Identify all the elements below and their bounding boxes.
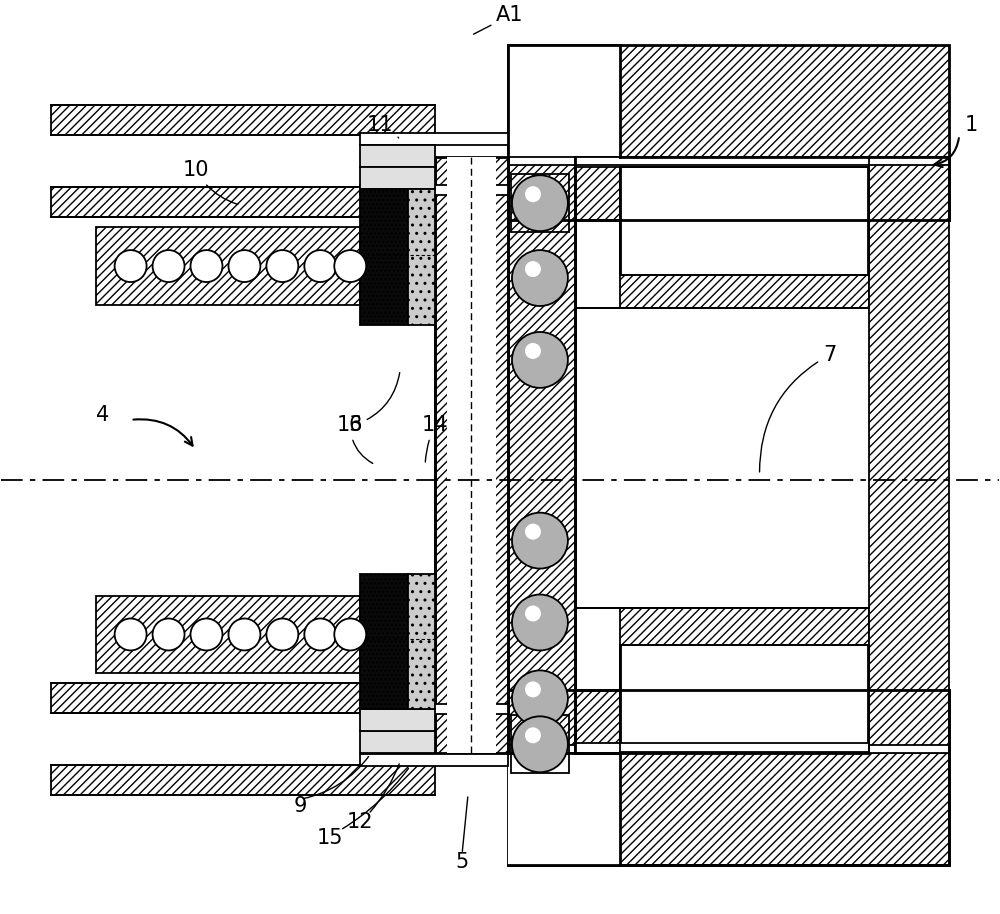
Circle shape [304,250,336,282]
Bar [511,716,569,773]
Circle shape [525,343,541,359]
Text: 10: 10 [182,160,238,205]
Bar [511,175,569,232]
Bar [360,167,435,189]
Circle shape [115,619,147,651]
Circle shape [525,682,541,697]
Circle shape [115,250,147,282]
Bar [508,753,620,865]
Circle shape [304,619,336,651]
Circle shape [334,250,366,282]
Circle shape [266,619,298,651]
Bar [360,574,408,709]
Bar [447,157,496,753]
Text: 4: 4 [96,405,109,425]
Circle shape [525,605,541,622]
Text: 11: 11 [367,115,399,138]
Bar [575,743,869,753]
Bar [575,157,869,167]
Circle shape [191,250,222,282]
Bar [96,228,360,305]
Bar [360,145,435,167]
Bar [508,157,949,165]
Bar [360,705,508,715]
Text: 13: 13 [337,415,373,463]
Bar [360,754,508,766]
Text: 1: 1 [964,115,977,135]
Circle shape [512,175,568,231]
Circle shape [512,250,568,306]
Bar [408,189,435,325]
Bar [621,167,868,275]
Circle shape [153,250,185,282]
FancyArrowPatch shape [133,420,193,446]
Bar [620,608,869,753]
Circle shape [228,250,260,282]
Bar [360,709,435,731]
Circle shape [512,513,568,569]
Bar [869,157,949,753]
Bar [508,690,949,865]
Circle shape [525,186,541,202]
FancyArrowPatch shape [934,138,959,167]
Text: 9: 9 [294,796,307,816]
Bar [51,187,435,218]
Bar [620,165,869,308]
Text: 12: 12 [347,813,373,832]
Circle shape [525,524,541,539]
Circle shape [525,728,541,743]
Circle shape [525,261,541,277]
Text: 15: 15 [317,828,344,848]
Bar [96,596,360,674]
Text: A1: A1 [474,5,524,34]
Text: 7: 7 [760,345,836,472]
Text: 6: 6 [349,373,400,435]
Bar [508,157,575,753]
Circle shape [334,619,366,651]
Bar [435,157,508,753]
Text: 14: 14 [422,415,448,462]
Bar [508,46,620,157]
Bar [508,745,949,753]
Bar [360,731,435,753]
Bar [360,133,508,145]
Circle shape [266,250,298,282]
Circle shape [512,717,568,772]
Circle shape [228,619,260,651]
Bar [508,46,949,220]
Bar [360,189,408,325]
Circle shape [512,594,568,651]
Bar [360,186,508,196]
Text: 5: 5 [455,852,469,872]
Bar [408,574,435,709]
Bar [621,645,868,753]
Bar [51,105,435,135]
Circle shape [512,670,568,727]
Circle shape [191,619,222,651]
Circle shape [153,619,185,651]
Circle shape [512,332,568,388]
Bar [51,684,435,713]
Bar [51,765,435,795]
